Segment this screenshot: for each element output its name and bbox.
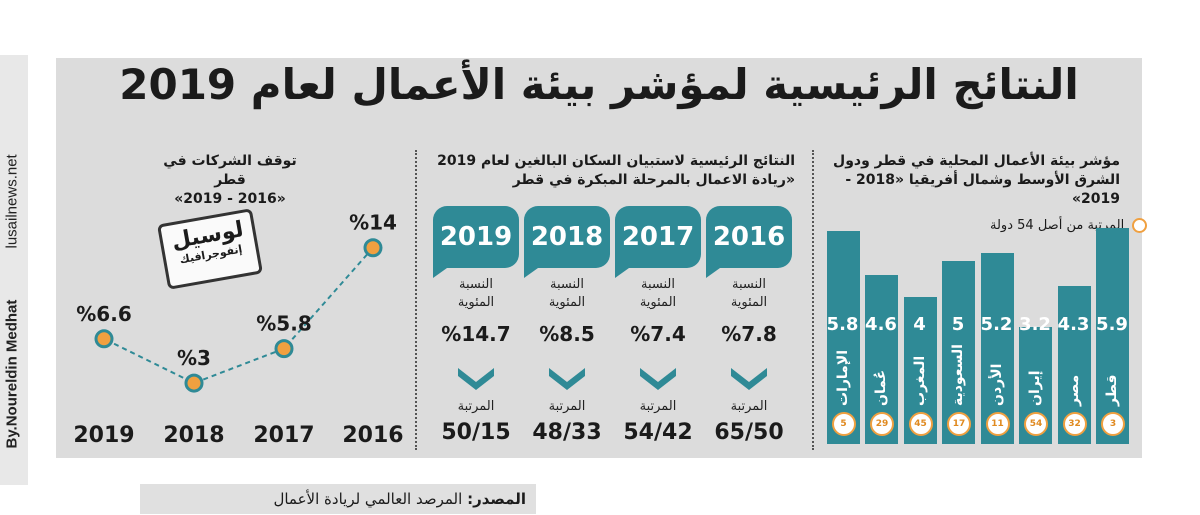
line-point xyxy=(363,238,383,258)
source-box: المصدر: المرصد العالمي لريادة الأعمال xyxy=(140,484,536,514)
line-point xyxy=(274,339,294,359)
percentage-value: %14.7 xyxy=(441,322,511,346)
line-point xyxy=(184,373,204,393)
chevron-down-icon xyxy=(731,368,767,390)
survey-title-line1: النتائج الرئيسية لاستبيان السكان البالغي… xyxy=(437,153,795,169)
percentage-value: %7.4 xyxy=(630,322,686,346)
rank-badge: 5 xyxy=(831,412,856,436)
survey-title-line2: «ريادة الاعمال بالمرحلة المبكرة في قطر xyxy=(512,172,795,188)
percentage-label: النسبة المئوية xyxy=(548,277,586,310)
source-label: المصدر: xyxy=(467,490,526,508)
rank-badge: 11 xyxy=(985,412,1010,436)
percentage-label: النسبة المئوية xyxy=(639,277,677,310)
section-divider xyxy=(812,150,814,450)
bar-chart-title: مؤشر بيئة الأعمال المحلية في قطر ودول ال… xyxy=(820,152,1120,209)
line-value-label: %6.6 xyxy=(76,302,131,326)
rank-badge: 32 xyxy=(1062,412,1087,436)
bar-value-label: 5 xyxy=(951,314,965,335)
bar xyxy=(1096,227,1129,444)
section-divider xyxy=(415,150,417,450)
line-point xyxy=(94,329,114,349)
page-title: النتائج الرئيسية لمؤشر بيئة الأعمال لعام… xyxy=(119,60,1079,109)
rank-label: المرتبة xyxy=(730,399,768,414)
rank-badge: 29 xyxy=(870,412,894,436)
x-tick-label: 2016 xyxy=(342,423,403,448)
rank-badge: 17 xyxy=(947,412,971,436)
bar-value-label: 5.9 xyxy=(1096,314,1128,335)
rank-value: 65/50 xyxy=(714,420,784,445)
line-chart-title-line1: توقف الشركات في قطر xyxy=(163,153,297,188)
rank-label: المرتبة xyxy=(639,399,677,414)
year-tab: 2016 xyxy=(706,206,792,278)
chevron-down-icon xyxy=(549,368,585,390)
line-value-label: %5.8 xyxy=(256,312,311,336)
legend-marker xyxy=(1132,218,1148,233)
bar-chart-title-line1: مؤشر بيئة الأعمال المحلية في قطر ودول xyxy=(833,153,1120,169)
side-strip xyxy=(0,55,28,485)
line-value-label: %3 xyxy=(177,346,211,370)
rank-badge: 54 xyxy=(1024,412,1048,436)
line-chart-title-line2: «2016 - 2019» xyxy=(174,191,286,207)
rank-label: المرتبة xyxy=(457,399,495,414)
source-text: المرصد العالمي لريادة الأعمال xyxy=(273,490,463,508)
rank-value: 54/42 xyxy=(623,420,693,445)
rank-label: المرتبة xyxy=(548,399,586,414)
legend: المرتبة من أصل 54 دولة xyxy=(990,218,1148,233)
chevron-down-icon xyxy=(640,368,676,390)
bar-value-label: 4 xyxy=(913,314,926,335)
percentage-value: %7.8 xyxy=(721,322,777,346)
chevron-down-icon xyxy=(458,368,494,390)
bar-value-label: 4.3 xyxy=(1057,314,1090,335)
rank-badge: 45 xyxy=(908,412,933,436)
percentage-label: النسبة المئوية xyxy=(457,277,495,310)
year-tab: 2018 xyxy=(524,206,610,278)
percentage-label: النسبة المئوية xyxy=(730,277,768,310)
bar-value-label: 5.2 xyxy=(980,314,1013,335)
bar-chart-title-line2: الشرق الأوسط وشمال أفريقيا «2018 - 2019» xyxy=(845,172,1120,207)
legend-text: المرتبة من أصل 54 دولة xyxy=(990,218,1125,233)
rank-value: 50/15 xyxy=(441,420,511,445)
survey-title: النتائج الرئيسية لاستبيان السكان البالغي… xyxy=(425,152,795,190)
bar xyxy=(826,231,860,444)
x-tick-label: 2017 xyxy=(253,423,314,448)
year-tab: 2017 xyxy=(615,206,701,278)
x-tick-label: 2019 xyxy=(73,423,134,448)
rank-value: 48/33 xyxy=(532,420,602,445)
year-tab: 2019 xyxy=(433,206,519,278)
line-value-label: %14 xyxy=(349,211,397,235)
bar-value-label: 3.2 xyxy=(1019,314,1051,335)
bar-value-label: 4.6 xyxy=(865,314,897,335)
line-series xyxy=(103,247,374,385)
line-chart-title: توقف الشركات في قطر «2016 - 2019» xyxy=(150,152,310,209)
rank-badge: 3 xyxy=(1101,412,1125,436)
x-tick-label: 2018 xyxy=(163,423,224,448)
percentage-value: %8.5 xyxy=(539,322,595,346)
bar-value-label: 5.8 xyxy=(826,314,859,335)
